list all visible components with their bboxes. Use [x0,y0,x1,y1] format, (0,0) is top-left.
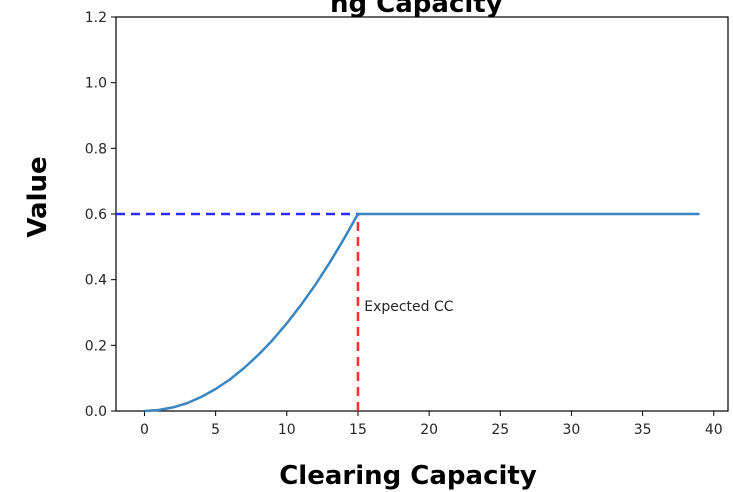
x-tick-label: 40 [705,422,723,438]
series-line [144,212,700,413]
y-axis-title: Value [23,156,53,237]
y-tick-label: 1.2 [85,10,107,26]
x-tick-label: 10 [278,422,296,438]
y-tick-label: 0.8 [85,141,107,157]
x-tick-label: 25 [491,422,509,438]
x-tick-label: 15 [349,422,367,438]
y-tick-label: 0.2 [85,338,107,354]
chart-title: ng Capacity [330,0,503,19]
x-tick-label: 0 [140,422,149,438]
annotation-label: Expected CC [364,299,454,315]
x-axis-title: Clearing Capacity [279,461,537,491]
x-tick-label: 20 [420,422,438,438]
y-tick-label: 0.4 [85,273,107,289]
x-tick-label: 30 [563,422,581,438]
x-tick-label: 5 [211,422,220,438]
y-tick-label: 1.0 [85,76,107,92]
y-tick-label: 0.0 [85,404,107,420]
plot-area: 0 5 10 15 20 25 30 35 40 0.0 0.2 0.4 0.6 0.8 1.0 1.2 Exp… [85,10,729,438]
y-tick-label: 0.6 [85,207,107,223]
x-tick-label: 35 [634,422,652,438]
